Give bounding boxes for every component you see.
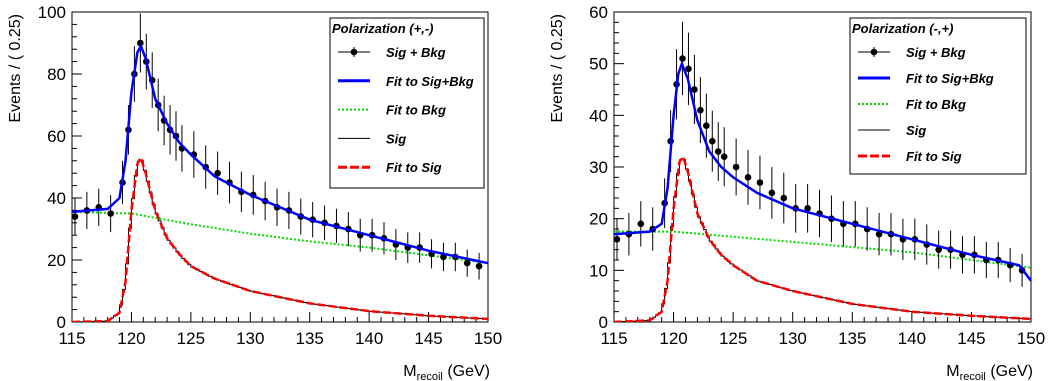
x-tick-label: 125	[177, 329, 205, 348]
x-tick-label: 115	[600, 329, 627, 348]
data-point	[744, 174, 752, 181]
data-point	[137, 39, 144, 47]
legend-title: Polarization (+,-)	[332, 21, 433, 36]
data-point	[214, 169, 221, 177]
legend-label: Fit to Sig	[906, 149, 962, 164]
y-tick-label: 40	[47, 189, 66, 208]
data-point	[732, 163, 740, 171]
legend-label: Sig + Bkg	[386, 45, 446, 60]
legend-label: Sig + Bkg	[906, 45, 966, 60]
x-tick-label: 140	[898, 329, 926, 348]
data-point	[780, 194, 788, 202]
x-tick-label: 135	[838, 329, 866, 348]
x-tick-label: 150	[474, 329, 502, 348]
legend-box	[329, 17, 485, 189]
x-tick-label: 130	[236, 329, 264, 348]
y-tick-label: 20	[589, 210, 608, 229]
legend: Polarization (-,+) Sig + Bkg Fit to Sig+Bk…	[849, 17, 1027, 175]
legend: Polarization (+,-) Sig + Bkg Fit to Sig+Bk…	[329, 17, 485, 189]
x-tick-label: 145	[957, 329, 985, 348]
data-point	[463, 259, 471, 267]
legend-label: Fit to Sig	[386, 160, 442, 175]
data-point	[768, 189, 776, 197]
data-point	[804, 205, 811, 212]
x-tick-label: 120	[659, 329, 687, 348]
data-point	[697, 106, 704, 114]
data-point	[637, 220, 645, 228]
legend-box	[849, 17, 1027, 175]
y-tick-label: 40	[589, 106, 608, 125]
legend-label: Sig	[906, 123, 926, 138]
legend-label: Fit to Bkg	[386, 103, 446, 118]
y-tick-label: 0	[57, 313, 66, 332]
data-point	[107, 210, 114, 217]
data-point	[935, 246, 942, 253]
y-tick-label: 10	[589, 261, 608, 280]
x-axis-title: Mrecoil (GeV)	[403, 363, 490, 381]
y-axis-title: Events / ( 0.25)	[549, 14, 566, 123]
total-fit-curve	[614, 60, 1031, 282]
legend-title: Polarization (-,+)	[852, 21, 953, 36]
x-tick-label: 120	[117, 329, 145, 348]
legend-label: Sig	[386, 131, 406, 146]
data-point	[475, 262, 483, 270]
data-point	[72, 213, 79, 220]
data-point	[720, 153, 728, 160]
x-tick-label: 140	[355, 329, 383, 348]
data-point	[714, 148, 722, 155]
y-tick-label: 50	[589, 55, 608, 74]
data-point	[875, 230, 883, 238]
y-tick-label: 20	[47, 251, 66, 270]
total-fit-curve	[72, 43, 488, 265]
y-axis-title: Events / ( 0.25)	[7, 14, 24, 123]
data-point	[703, 122, 710, 129]
plot-area	[614, 21, 1031, 322]
legend-sample-marker	[870, 48, 878, 56]
data-point	[708, 137, 716, 145]
data-point	[685, 65, 692, 73]
x-tick-label: 135	[296, 329, 324, 348]
bkg-fit-curve	[72, 210, 488, 265]
y-tick-label: 100	[38, 3, 66, 22]
legend-label: Fit to Sig+Bkg	[386, 74, 474, 89]
data-point	[614, 236, 621, 243]
data-point	[691, 86, 698, 93]
chart-panel-2: 115 120 125 130 135 140 145 150 0 10 20 30 40 50 60 Mre…	[549, 3, 1045, 381]
y-tick-label: 60	[47, 127, 66, 146]
legend-label: Fit to Sig+Bkg	[906, 71, 994, 86]
chart-panel-1: 115 120 125 130 135 140 145 150 0 20 40 60 80 100 Mrec…	[7, 3, 502, 381]
plot-frame	[71, 11, 489, 323]
x-tick-label: 130	[779, 329, 807, 348]
legend-sample-marker	[350, 48, 358, 56]
y-tick-label: 60	[589, 3, 608, 22]
x-tick-label: 150	[1017, 329, 1045, 348]
x-tick-label: 125	[719, 329, 747, 348]
x-tick-label: 115	[58, 329, 85, 348]
bkg-fit-curve	[614, 230, 1031, 269]
sig-fit-curve	[614, 153, 1031, 322]
y-tick-label: 0	[599, 313, 608, 332]
y-tick-label: 80	[47, 65, 66, 84]
plot-area	[72, 13, 488, 322]
data-point	[679, 55, 686, 62]
legend-label: Fit to Bkg	[906, 97, 966, 112]
x-axis-title: Mrecoil (GeV)	[946, 363, 1033, 381]
y-tick-label: 30	[589, 158, 608, 177]
data-point	[756, 179, 764, 186]
sig-fit-curve	[72, 154, 488, 322]
x-tick-label: 145	[414, 329, 442, 348]
